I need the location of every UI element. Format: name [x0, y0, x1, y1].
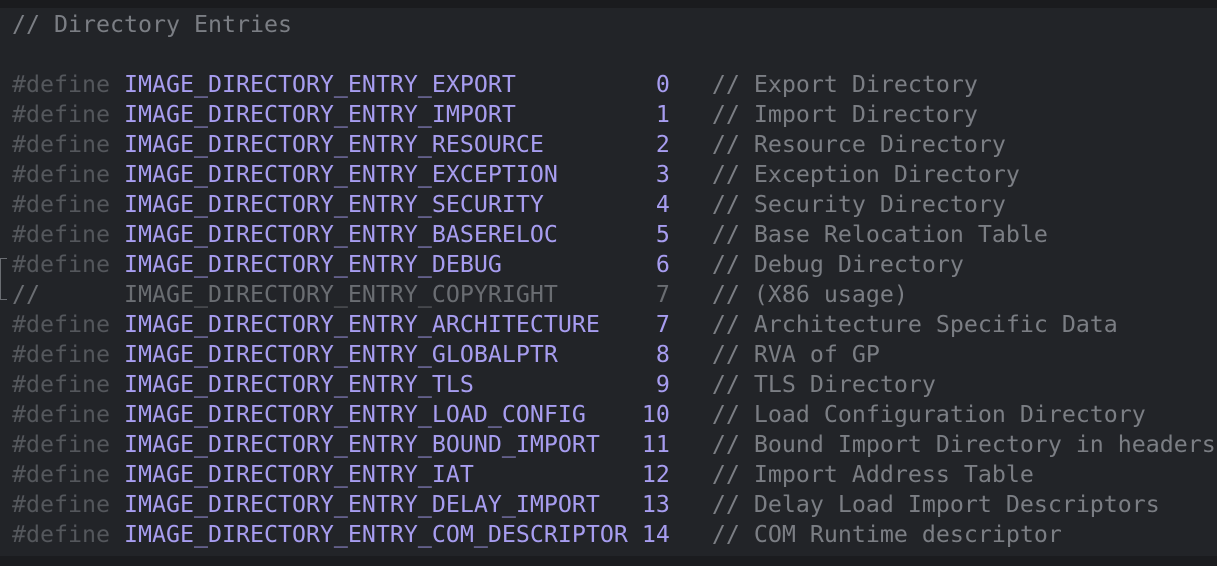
- line-comment: // Load Configuration Directory: [711, 401, 1146, 428]
- macro-value: 2: [655, 131, 670, 158]
- define-keyword: #define: [12, 71, 110, 98]
- macro-name: IMAGE_DIRECTORY_ENTRY_EXPORT: [123, 71, 516, 98]
- macro-value: 7: [655, 281, 670, 308]
- define-keyword: #define: [12, 521, 110, 548]
- define-line: #define IMAGE_DIRECTORY_ENTRY_BOUND_IMPOR…: [12, 430, 1217, 460]
- macro-name: IMAGE_DIRECTORY_ENTRY_EXCEPTION: [123, 161, 558, 188]
- line-comment: // Delay Load Import Descriptors: [711, 491, 1160, 518]
- define-line: #define IMAGE_DIRECTORY_ENTRY_EXPORT 0 // E…: [12, 70, 1217, 100]
- define-line: #define IMAGE_DIRECTORY_ENTRY_TLS 9 // TLS …: [12, 370, 1217, 400]
- define-line: #define IMAGE_DIRECTORY_ENTRY_IMPORT 1 // I…: [12, 100, 1217, 130]
- macro-name: IMAGE_DIRECTORY_ENTRY_LOAD_CONFIG: [123, 401, 586, 428]
- line-comment: // Debug Directory: [711, 251, 964, 278]
- define-line: #define IMAGE_DIRECTORY_ENTRY_DEBUG 6 // De…: [12, 250, 1217, 280]
- macro-name: IMAGE_DIRECTORY_ENTRY_SECURITY: [123, 191, 544, 218]
- define-line: #define IMAGE_DIRECTORY_ENTRY_SECURITY 4 //…: [12, 190, 1217, 220]
- macro-name: IMAGE_DIRECTORY_ENTRY_IAT: [123, 461, 474, 488]
- macro-name: IMAGE_DIRECTORY_ENTRY_COPYRIGHT: [123, 281, 558, 308]
- macro-value: 5: [655, 221, 670, 248]
- macro-name: IMAGE_DIRECTORY_ENTRY_RESOURCE: [123, 131, 544, 158]
- macro-value: 13: [641, 491, 670, 518]
- comment-marker: //: [12, 281, 40, 308]
- macro-name: IMAGE_DIRECTORY_ENTRY_DEBUG: [123, 251, 502, 278]
- line-comment: // Exception Directory: [711, 161, 1020, 188]
- define-keyword: #define: [12, 131, 110, 158]
- line-comment: // Security Directory: [711, 191, 1006, 218]
- macro-value: 0: [655, 71, 670, 98]
- define-line: // IMAGE_DIRECTORY_ENTRY_COPYRIGHT 7 // (X8…: [12, 280, 1217, 310]
- define-keyword: #define: [12, 431, 110, 458]
- define-keyword: #define: [12, 401, 110, 428]
- macro-name: IMAGE_DIRECTORY_ENTRY_BASERELOC: [123, 221, 558, 248]
- define-keyword: #define: [12, 341, 110, 368]
- define-list: #define IMAGE_DIRECTORY_ENTRY_EXPORT 0 // E…: [12, 70, 1217, 550]
- macro-name: IMAGE_DIRECTORY_ENTRY_ARCHITECTURE: [123, 311, 600, 338]
- fold-marker-icon[interactable]: [0, 258, 7, 300]
- macro-name: IMAGE_DIRECTORY_ENTRY_IMPORT: [123, 101, 516, 128]
- define-line: #define IMAGE_DIRECTORY_ENTRY_RESOURCE 2 //…: [12, 130, 1217, 160]
- line-comment: // (X86 usage): [711, 281, 908, 308]
- code-line-blank: [12, 40, 1217, 70]
- define-line: #define IMAGE_DIRECTORY_ENTRY_BASERELOC 5 /…: [12, 220, 1217, 250]
- define-keyword: #define: [12, 251, 110, 278]
- macro-name: IMAGE_DIRECTORY_ENTRY_BOUND_IMPORT: [123, 431, 600, 458]
- macro-name: IMAGE_DIRECTORY_ENTRY_TLS: [123, 371, 474, 398]
- macro-value: 7: [655, 311, 670, 338]
- macro-value: 9: [655, 371, 670, 398]
- line-comment: // RVA of GP: [711, 341, 880, 368]
- code-editor[interactable]: // Directory Entries #define IMAGE_DIRECT…: [0, 10, 1217, 550]
- line-comment: // Bound Import Directory in headers: [711, 431, 1216, 458]
- macro-name: IMAGE_DIRECTORY_ENTRY_COM_DESCRIPTOR: [123, 521, 628, 548]
- define-keyword: #define: [12, 191, 110, 218]
- top-bar: [0, 0, 1217, 8]
- line-comment: // Base Relocation Table: [711, 221, 1048, 248]
- define-line: #define IMAGE_DIRECTORY_ENTRY_LOAD_CONFIG…: [12, 400, 1217, 430]
- define-keyword: #define: [12, 461, 110, 488]
- line-comment: // TLS Directory: [711, 371, 936, 398]
- macro-value: 1: [655, 101, 670, 128]
- define-line: #define IMAGE_DIRECTORY_ENTRY_GLOBALPTR 8 /…: [12, 340, 1217, 370]
- macro-name: IMAGE_DIRECTORY_ENTRY_DELAY_IMPORT: [123, 491, 600, 518]
- line-comment: // Export Directory: [711, 71, 978, 98]
- macro-name: IMAGE_DIRECTORY_ENTRY_GLOBALPTR: [123, 341, 558, 368]
- code-line-header: // Directory Entries: [12, 10, 1217, 40]
- define-keyword: #define: [12, 311, 110, 338]
- define-line: #define IMAGE_DIRECTORY_ENTRY_EXCEPTION 3 /…: [12, 160, 1217, 190]
- line-comment: // COM Runtime descriptor: [711, 521, 1062, 548]
- macro-value: 12: [641, 461, 670, 488]
- macro-value: 4: [655, 191, 670, 218]
- macro-value: 14: [641, 521, 670, 548]
- define-keyword: #define: [12, 371, 110, 398]
- macro-value: 11: [641, 431, 670, 458]
- define-line: #define IMAGE_DIRECTORY_ENTRY_IAT 12 // Imp…: [12, 460, 1217, 490]
- define-keyword: #define: [12, 491, 110, 518]
- define-keyword: #define: [12, 161, 110, 188]
- line-comment: // Architecture Specific Data: [711, 311, 1118, 338]
- define-line: #define IMAGE_DIRECTORY_ENTRY_COM_DESCRIP…: [12, 520, 1217, 550]
- header-comment: // Directory Entries: [12, 11, 292, 38]
- macro-value: 3: [655, 161, 670, 188]
- line-comment: // Import Address Table: [711, 461, 1034, 488]
- define-keyword: #define: [12, 101, 110, 128]
- line-comment: // Resource Directory: [711, 131, 1006, 158]
- line-comment: // Import Directory: [711, 101, 978, 128]
- macro-value: 6: [655, 251, 670, 278]
- macro-value: 10: [641, 401, 670, 428]
- bottom-bar: [0, 556, 1217, 566]
- define-line: #define IMAGE_DIRECTORY_ENTRY_ARCHITECTUR…: [12, 310, 1217, 340]
- macro-value: 8: [655, 341, 670, 368]
- define-line: #define IMAGE_DIRECTORY_ENTRY_DELAY_IMPOR…: [12, 490, 1217, 520]
- define-keyword: #define: [12, 221, 110, 248]
